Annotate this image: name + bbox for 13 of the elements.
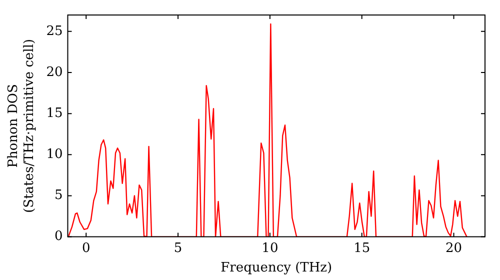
x-axis-title: Frequency (THz) (220, 260, 332, 276)
y-tick-label: 10 (46, 147, 63, 162)
x-tick-label: 15 (354, 240, 370, 256)
y-tick-label: 5 (54, 188, 63, 204)
x-tick-label: 5 (174, 240, 182, 256)
x-tick-label: 20 (445, 240, 462, 256)
y-tick-label: 0 (54, 229, 63, 244)
y-tick-label: 25 (46, 24, 63, 39)
y-tick-label: 15 (46, 106, 63, 121)
x-tick-label: 0 (82, 240, 90, 256)
y-axis-title: Phonon DOS (States/THz·primitive cell) (6, 38, 37, 213)
y-tick-label: 20 (46, 64, 63, 80)
x-tick-label: 10 (262, 240, 278, 256)
